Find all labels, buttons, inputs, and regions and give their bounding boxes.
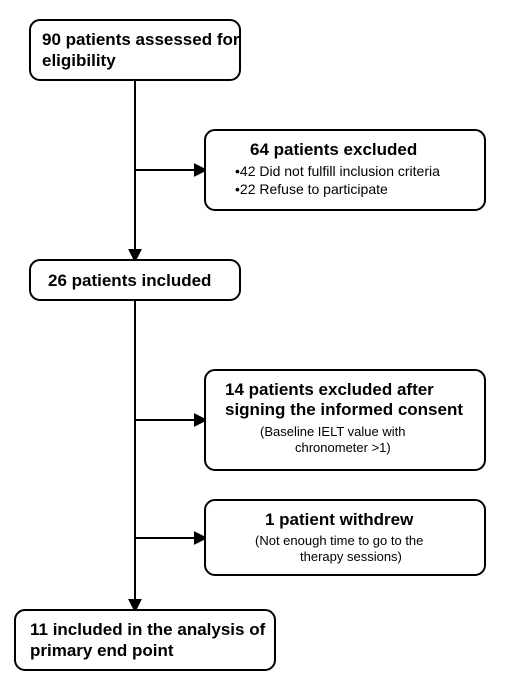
excluded1-bullet2: •22 Refuse to participate [235,181,388,197]
excluded1-title: 64 patients excluded [250,140,417,159]
excluded2-title1: 14 patients excluded after [225,380,434,399]
withdrew-title: 1 patient withdrew [265,510,414,529]
node-final: 11 included in the analysis of primary e… [15,610,275,670]
node-included: 26 patients included [30,260,240,300]
included-line1: 26 patients included [48,271,211,290]
node-withdrew: 1 patient withdrew (Not enough time to g… [205,500,485,575]
excluded2-sub1: (Baseline IELT value with [260,424,405,439]
final-line1: 11 included in the analysis of [30,620,266,639]
withdrew-sub2: therapy sessions) [300,549,402,564]
withdrew-sub1: (Not enough time to go to the [255,533,423,548]
assessed-line2: eligibility [42,51,116,70]
excluded2-sub2: chronometer >1) [295,440,391,455]
node-excluded1: 64 patients excluded •42 Did not fulfill… [205,130,485,210]
node-assessed: 90 patients assessed for eligibility [30,20,240,80]
final-line2: primary end point [30,641,174,660]
patient-flow-diagram: 90 patients assessed for eligibility 64 … [0,0,508,685]
node-excluded2: 14 patients excluded after signing the i… [205,370,485,470]
excluded1-bullet1: •42 Did not fulfill inclusion criteria [235,163,440,179]
assessed-line1: 90 patients assessed for [42,30,240,49]
excluded2-title2: signing the informed consent [225,400,463,419]
